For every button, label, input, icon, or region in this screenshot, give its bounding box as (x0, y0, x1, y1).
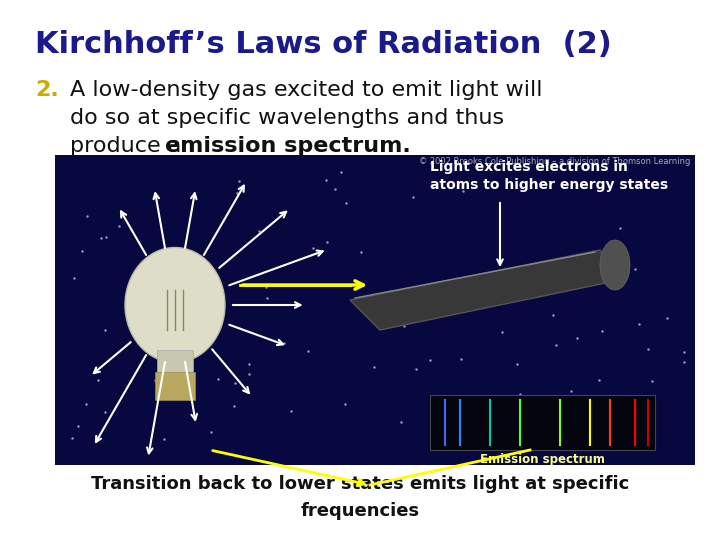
Polygon shape (350, 250, 620, 330)
Text: 2.: 2. (35, 80, 59, 100)
Bar (430, 395, 655, 450)
Text: frequencies: frequencies (300, 502, 420, 520)
Text: do so at specific wavelengths and thus: do so at specific wavelengths and thus (70, 108, 504, 128)
Bar (155, 372, 195, 400)
Text: © 2002 Brooks Cole Publishing – a division of Thomson Learning: © 2002 Brooks Cole Publishing – a divisi… (418, 157, 690, 166)
Text: Emission spectrum: Emission spectrum (480, 453, 605, 466)
Ellipse shape (600, 240, 630, 290)
Bar (55, 155, 695, 465)
Text: produce an: produce an (70, 136, 202, 156)
Bar (157, 350, 193, 375)
Text: A low-density gas excited to emit light will: A low-density gas excited to emit light … (70, 80, 542, 100)
Text: Transition back to lower states emits light at specific: Transition back to lower states emits li… (91, 475, 629, 493)
Text: Light excites electrons in
atoms to higher energy states: Light excites electrons in atoms to high… (430, 160, 668, 192)
Ellipse shape (125, 247, 225, 362)
Text: Kirchhoff’s Laws of Radiation  (2): Kirchhoff’s Laws of Radiation (2) (35, 30, 612, 59)
Text: emission spectrum.: emission spectrum. (165, 136, 410, 156)
